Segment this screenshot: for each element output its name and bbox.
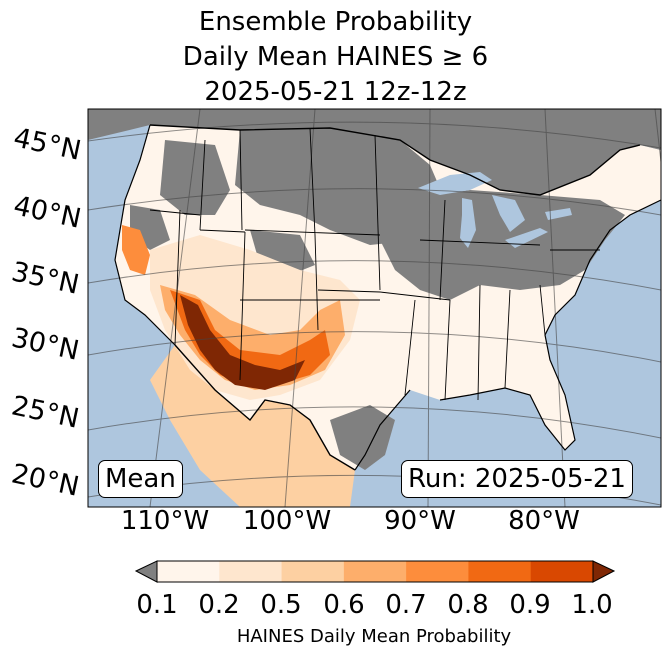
lon-label-80: 80°W (508, 506, 580, 536)
state-borders (149, 127, 600, 401)
lake-michigan (460, 198, 476, 248)
canada-region (88, 109, 661, 195)
graticule (88, 109, 661, 507)
colorbar-bin (530, 561, 594, 582)
colorbar (134, 560, 616, 583)
colorbar-frame (156, 560, 594, 583)
lon-label-100: 100°W (242, 506, 332, 536)
colorbar-tick: 0.8 (447, 590, 489, 620)
us-border (149, 124, 641, 471)
lake-superior (418, 172, 492, 195)
colorbar-tick: 0.1 (136, 590, 178, 620)
coastline (114, 124, 661, 471)
map-frame (87, 108, 662, 508)
southwest-peak (180, 295, 305, 390)
lake-erie (505, 228, 548, 248)
lon-label-90: 90°W (384, 506, 456, 536)
colorbar-tick: 1.0 (571, 590, 613, 620)
mexico-landmass (150, 345, 355, 507)
colorbar-bin (343, 561, 407, 582)
colorbar-bin (281, 561, 345, 582)
lake-huron (492, 195, 525, 232)
california-orange (122, 225, 150, 275)
title-line-1: Ensemble Probability (198, 7, 473, 37)
statistic-label: Mean (98, 460, 183, 498)
title-line-2: Daily Mean HAINES ≥ 6 (182, 42, 489, 72)
title-line-3: 2025-05-21 12z-12z (204, 77, 467, 107)
texas-coast-gray (330, 405, 395, 470)
colorbar-bin (406, 561, 469, 582)
colorbar-tick: 0.6 (323, 590, 365, 620)
colorbar-under-arrow (134, 560, 158, 583)
lon-label-110: 110°W (120, 506, 210, 536)
colorbar-over-arrow (592, 560, 616, 583)
colorbar-tick: 0.2 (198, 590, 240, 620)
run-label: Run: 2025-05-21 (401, 460, 633, 498)
lake-ontario (545, 208, 572, 220)
colorbar-tick: 0.5 (260, 590, 302, 620)
idaho-gray (160, 140, 230, 215)
colorbar-label: HAINES Daily Mean Probability (236, 626, 512, 647)
colorbar-bin (468, 561, 532, 582)
colorbar-tick: 0.7 (385, 590, 427, 620)
colorbar-tick: 0.9 (509, 590, 551, 620)
colorbar-bin (157, 561, 220, 582)
colorbar-bin (219, 561, 283, 582)
